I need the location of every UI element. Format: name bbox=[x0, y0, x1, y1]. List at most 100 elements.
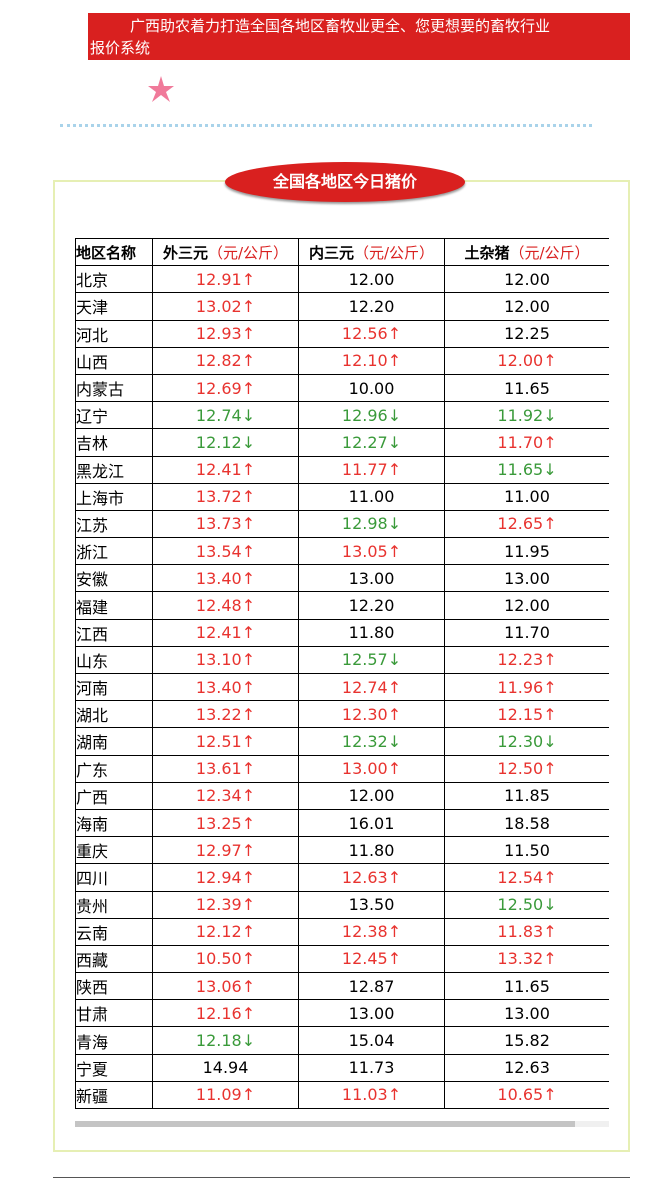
region-cell: 北京 bbox=[75, 265, 153, 294]
region-cell: 贵州 bbox=[75, 890, 153, 919]
price-cell: 12.25 bbox=[444, 319, 609, 348]
price-cell: 13.40↑ bbox=[152, 564, 299, 593]
region-cell: 河北 bbox=[75, 319, 153, 348]
price-cell: 10.00 bbox=[298, 373, 445, 403]
price-cell: 11.65 bbox=[444, 972, 609, 1001]
price-cell: 11.85 bbox=[444, 781, 609, 810]
region-cell: 四川 bbox=[75, 863, 153, 892]
price-cell: 12.96↓ bbox=[298, 401, 445, 430]
table-row: 河南 13.40↑ 12.74↑ 11.96↑ bbox=[75, 672, 609, 702]
region-cell: 新疆 bbox=[75, 1080, 153, 1110]
starfish bbox=[148, 76, 174, 102]
price-cell: 12.74↑ bbox=[298, 672, 445, 702]
price-cell: 16.01 bbox=[298, 808, 445, 838]
table-row: 陕西 13.06↑ 12.87 11.65 bbox=[75, 972, 609, 1001]
price-cell: 18.58 bbox=[444, 808, 609, 838]
table-row: 天津 13.02↑ 12.20 12.00 bbox=[75, 292, 609, 321]
table-row: 湖南 12.51↑ 12.32↓ 12.30↓ bbox=[75, 727, 609, 756]
header-name: 内三元 bbox=[308, 243, 354, 262]
table-row: 江西 12.41↑ 11.80 11.70 bbox=[75, 618, 609, 647]
price-cell: 15.82 bbox=[444, 1026, 609, 1055]
table-row: 云南 12.12↑ 12.38↑ 11.83↑ bbox=[75, 917, 609, 946]
price-cell: 12.23↑ bbox=[444, 645, 609, 675]
table-row: 广西 12.34↑ 12.00 11.85 bbox=[75, 781, 609, 810]
price-cell: 12.69↑ bbox=[152, 373, 299, 403]
table-row: 西藏 10.50↑ 12.45↑ 13.32↑ bbox=[75, 944, 609, 974]
divider bbox=[53, 1177, 630, 1178]
price-cell: 13.00 bbox=[444, 999, 609, 1028]
price-cell: 12.30↑ bbox=[298, 700, 445, 729]
price-cell: 11.00 bbox=[444, 482, 609, 511]
table-row: 安徽 13.40↑ 13.00 13.00 bbox=[75, 564, 609, 593]
price-cell: 12.00 bbox=[444, 292, 609, 321]
price-cell: 11.80 bbox=[298, 836, 445, 865]
header-unit: （元/公斤） bbox=[509, 243, 590, 262]
price-cell: 13.61↑ bbox=[152, 754, 299, 783]
price-cell: 13.72↑ bbox=[152, 482, 299, 511]
price-cell: 12.00 bbox=[444, 265, 609, 294]
header-unit: （元/公斤） bbox=[353, 243, 435, 262]
region-cell: 广东 bbox=[75, 754, 153, 783]
table-row: 河北 12.93↑ 12.56↑ 12.25 bbox=[75, 319, 609, 348]
table-row: 海南 13.25↑ 16.01 18.58 bbox=[75, 808, 609, 838]
region-cell: 天津 bbox=[75, 292, 153, 321]
header-cell: 外三元（元/公斤） bbox=[152, 237, 299, 267]
header-cell: 内三元（元/公斤） bbox=[298, 237, 445, 267]
table-row: 内蒙古 12.69↑ 10.00 11.65 bbox=[75, 373, 609, 403]
price-cell: 12.87 bbox=[298, 972, 445, 1001]
divider bbox=[60, 124, 592, 127]
region-cell: 湖南 bbox=[75, 727, 153, 756]
price-cell: 12.94↑ bbox=[152, 863, 299, 892]
price-cell: 11.73 bbox=[298, 1053, 445, 1082]
price-cell: 11.09↑ bbox=[152, 1080, 299, 1110]
price-cell: 12.00 bbox=[298, 265, 445, 294]
price-cell: 12.00↑ bbox=[444, 346, 609, 375]
table-row: 青海 12.18↓ 15.04 15.82 bbox=[75, 1026, 609, 1055]
scrollbar[interactable] bbox=[75, 1121, 609, 1127]
price-cell: 12.20 bbox=[298, 292, 445, 321]
price-cell: 12.15↑ bbox=[444, 700, 609, 729]
table-row: 新疆 11.09↑ 11.03↑ 10.65↑ bbox=[75, 1080, 609, 1110]
region-cell: 重庆 bbox=[75, 836, 153, 865]
price-cell: 12.98↓ bbox=[298, 509, 445, 539]
price-cell: 12.97↑ bbox=[152, 836, 299, 865]
price-cell: 12.41↑ bbox=[152, 618, 299, 647]
table-row: 湖北 13.22↑ 12.30↑ 12.15↑ bbox=[75, 700, 609, 729]
region-cell: 山东 bbox=[75, 645, 153, 675]
price-cell: 11.80 bbox=[298, 618, 445, 647]
price-cell: 12.56↑ bbox=[298, 319, 445, 348]
price-table: 地区名称 外三元（元/公斤） 内三元（元/公斤） 土杂猪（元/公斤） 北京 12.91↑ 1… bbox=[75, 237, 609, 1110]
price-cell: 12.74↓ bbox=[152, 401, 299, 430]
price-cell: 12.00 bbox=[298, 781, 445, 810]
price-cell: 12.38↑ bbox=[298, 917, 445, 946]
region-cell: 福建 bbox=[75, 591, 153, 620]
region-cell: 吉林 bbox=[75, 428, 153, 457]
price-cell: 12.12↑ bbox=[152, 917, 299, 946]
price-cell: 13.22↑ bbox=[152, 700, 299, 729]
price-cell: 11.65 bbox=[444, 373, 609, 403]
price-cell: 11.00 bbox=[298, 482, 445, 511]
price-cell: 12.57↓ bbox=[298, 645, 445, 675]
price-cell: 11.70↑ bbox=[444, 428, 609, 457]
price-cell: 11.96↑ bbox=[444, 672, 609, 702]
price-cell: 13.02↑ bbox=[152, 292, 299, 321]
header-name: 地区名称 bbox=[76, 243, 137, 262]
table-row: 辽宁 12.74↓ 12.96↓ 11.92↓ bbox=[75, 401, 609, 430]
price-cell: 13.40↑ bbox=[152, 672, 299, 702]
price-cell: 12.41↑ bbox=[152, 455, 299, 484]
region-cell: 上海市 bbox=[75, 482, 153, 511]
table-row: 贵州 12.39↑ 13.50 12.50↓ bbox=[75, 890, 609, 919]
price-cell: 11.65↓ bbox=[444, 455, 609, 484]
table-row: 北京 12.91↑ 12.00 12.00 bbox=[75, 265, 609, 294]
price-cell: 10.50↑ bbox=[152, 944, 299, 974]
price-cell: 12.63↑ bbox=[298, 863, 445, 892]
price-cell: 11.83↑ bbox=[444, 917, 609, 946]
price-cell: 13.32↑ bbox=[444, 944, 609, 974]
price-cell: 12.18↓ bbox=[152, 1026, 299, 1055]
price-cell: 12.10↑ bbox=[298, 346, 445, 375]
header-name: 外三元 bbox=[162, 243, 208, 262]
region-cell: 陕西 bbox=[75, 972, 153, 1001]
price-cell: 12.48↑ bbox=[152, 591, 299, 620]
table-row: 黑龙江 12.41↑ 11.77↑ 11.65↓ bbox=[75, 455, 609, 484]
